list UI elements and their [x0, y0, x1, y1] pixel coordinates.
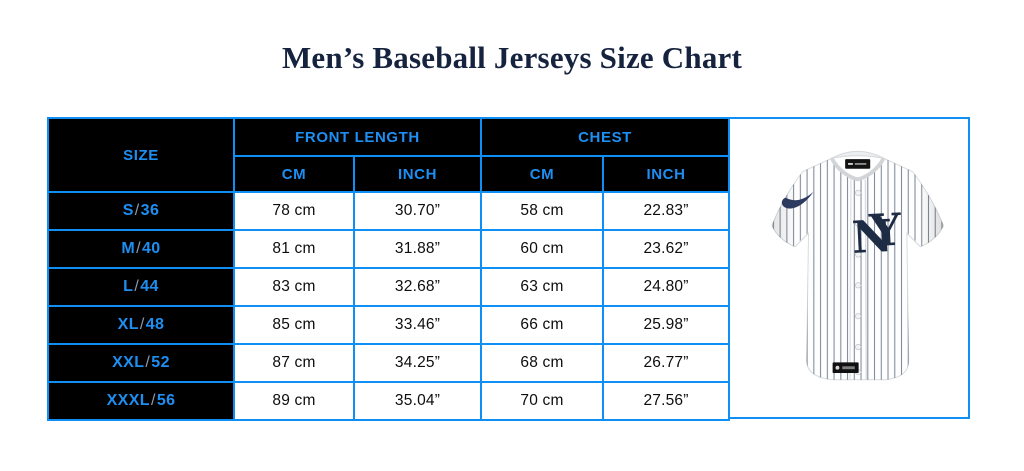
ny-logo: N Y — [850, 204, 904, 264]
size-number: 48 — [145, 316, 165, 333]
column-header-front-inch: INCH — [352, 155, 483, 193]
chest-cm: 66 cm — [480, 305, 605, 345]
size-chart-block: SIZE FRONT LENGTH CHEST CM INCH CM INCH … — [47, 117, 970, 421]
chest-inch: 25.98” — [602, 305, 731, 345]
page-title: Men’s Baseball Jerseys Size Chart — [281, 40, 743, 75]
v-neck-collar — [829, 157, 885, 182]
jersey-buttons — [854, 189, 861, 376]
size-label: XL/48 — [47, 305, 235, 345]
size-code: XXXL — [106, 392, 150, 409]
chest-inch: 24.80” — [602, 267, 731, 307]
front-length-inch: 32.68” — [352, 267, 483, 307]
front-length-cm: 87 cm — [233, 343, 355, 383]
size-number: 36 — [140, 202, 160, 219]
size-chart-table: SIZE FRONT LENGTH CHEST CM INCH CM INCH … — [47, 117, 731, 421]
table-row: L/44 83 cm 32.68” 63 cm 24.80” — [47, 267, 731, 307]
chest-cm: 58 cm — [480, 191, 605, 231]
column-group-front-length: FRONT LENGTH — [232, 117, 483, 157]
size-number: 52 — [151, 354, 170, 371]
size-number: 44 — [140, 278, 159, 295]
size-number: 40 — [141, 240, 161, 257]
size-slash: / — [134, 202, 140, 219]
table-row: XL/48 85 cm 33.46” 66 cm 25.98” — [47, 305, 731, 345]
size-label: S/36 — [47, 191, 235, 231]
column-header-front-cm: CM — [233, 155, 355, 193]
table-row: XXXL/56 89 cm 35.04” 70 cm 27.56” — [47, 381, 731, 421]
svg-text:N: N — [850, 210, 893, 264]
front-length-cm: 81 cm — [233, 229, 355, 269]
size-slash: / — [134, 278, 140, 295]
size-slash: / — [150, 392, 156, 409]
size-label: L/44 — [47, 267, 235, 307]
size-code: M — [121, 240, 136, 257]
size-code: XL — [117, 316, 139, 333]
column-header-size: SIZE — [47, 117, 235, 193]
table-row: M/40 81 cm 31.88” 60 cm 23.62” — [47, 229, 731, 269]
front-length-inch: 31.88” — [352, 229, 483, 269]
size-label: XXL/52 — [47, 343, 235, 383]
size-slash: / — [139, 316, 145, 333]
size-code: S — [122, 202, 134, 219]
chest-inch: 23.62” — [602, 229, 731, 269]
front-length-cm: 89 cm — [233, 381, 355, 421]
size-slash: / — [136, 240, 141, 257]
front-length-inch: 33.46” — [352, 305, 483, 345]
column-header-chest-cm: CM — [480, 155, 605, 193]
jersey-back-collar — [830, 150, 884, 159]
table-row: XXL/52 87 cm 34.25” 68 cm 26.77” — [47, 343, 731, 383]
size-label: M/40 — [47, 229, 235, 269]
size-code: XXL — [112, 354, 145, 371]
svg-text:Y: Y — [867, 204, 904, 258]
chest-cm: 68 cm — [480, 343, 605, 383]
chest-inch: 22.83” — [602, 191, 731, 231]
table-row: S/36 78 cm 30.70” 58 cm 22.83” — [47, 191, 731, 231]
yankees-pinstripe-jersey-image: N Y — [770, 150, 944, 381]
jersey-image-panel: N Y — [727, 117, 970, 419]
chest-inch: 27.56” — [602, 381, 731, 421]
front-length-inch: 34.25” — [352, 343, 483, 383]
chest-cm: 60 cm — [480, 229, 605, 269]
size-number: 56 — [156, 392, 176, 409]
jock-tag — [832, 362, 859, 374]
column-header-chest-inch: INCH — [602, 155, 731, 193]
size-slash: / — [145, 354, 151, 371]
chest-inch: 26.77” — [602, 343, 731, 383]
nike-swoosh-icon — [781, 191, 813, 209]
chest-cm: 63 cm — [480, 267, 605, 307]
chest-cm: 70 cm — [480, 381, 605, 421]
size-label: XXXL/56 — [47, 381, 235, 421]
size-code: L — [123, 278, 134, 295]
column-group-chest: CHEST — [480, 117, 731, 157]
front-length-inch: 35.04” — [352, 381, 483, 421]
front-length-cm: 78 cm — [233, 191, 355, 231]
front-length-inch: 30.70” — [352, 191, 483, 231]
front-length-cm: 85 cm — [233, 305, 355, 345]
front-length-cm: 83 cm — [233, 267, 355, 307]
